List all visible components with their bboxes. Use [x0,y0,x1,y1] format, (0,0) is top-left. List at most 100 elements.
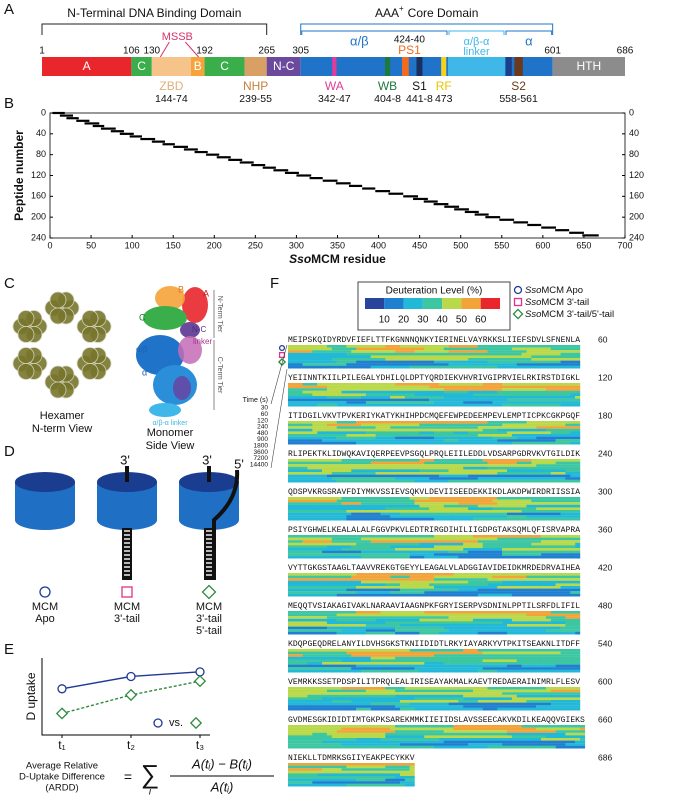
heat-cell [560,651,581,655]
heat-cell [399,700,444,703]
heat-cell [541,502,581,505]
heat-cell [507,732,566,736]
heat-cell [361,662,425,665]
heat-cell [487,421,527,424]
heat-cell [288,631,337,635]
heat-cell [560,360,581,364]
heat-cell [468,390,498,394]
heat-cell [536,510,581,513]
peptide [362,187,376,190]
formula-index: i [149,787,152,798]
heat-cell [351,469,420,473]
heat-cell [307,626,328,630]
heat-cell [395,705,435,708]
heat-cell [399,512,449,516]
peptide [499,218,515,221]
heat-cell [390,545,435,549]
heat-cell [409,768,415,771]
heat-cell [288,697,323,701]
heat-cell [307,705,347,708]
heat-cell [331,347,357,351]
heat-cell [288,466,308,470]
heat-cell [288,507,347,511]
peptide [92,124,105,128]
mssb-lines [159,41,199,58]
legend-box [357,281,511,331]
colorbar-cell [461,298,481,309]
heat-cell [482,459,508,462]
heat-cell [414,352,483,356]
heat-cell [448,469,508,473]
heat-cell [307,662,323,665]
heat-cell [575,656,581,660]
state-legend-marker [513,285,523,295]
heat-cell [482,580,503,584]
heat-cell [560,352,581,356]
y-tick-label: 120 [31,170,46,180]
heat-cell [326,474,362,478]
heat-cell [361,358,386,361]
colorbar-cell [422,298,443,309]
heat-cell [336,421,357,424]
x-tick-label: 200 [207,240,222,250]
series-marker [195,667,205,677]
state-prefix: Sso [525,309,541,320]
heat-cell [351,461,371,465]
sequence: PSIYGHWELKEALALALFGGVPKVLEDTRIRGDIHILIIG… [288,526,580,535]
heat-cell [399,781,415,784]
heat-cell [443,396,508,399]
heat-cell [288,735,332,739]
colorbar-label: 20 [398,315,410,326]
heat-cell [511,517,566,521]
heat-cell [302,540,332,543]
boundary-label: 1 [39,46,45,57]
heat-cell [288,593,337,597]
heat-cell [370,656,396,660]
series-marker [124,688,138,702]
heat-cell [346,363,410,366]
heat-cell [570,591,581,594]
heat-cell [507,624,566,627]
heat-cell [468,474,503,478]
heat-cell [288,783,347,787]
colorbar-cell [365,298,385,309]
dsdna [204,528,214,580]
heat-cell [434,472,498,475]
hexamer-lobe [49,365,67,383]
heat-cell [322,669,362,673]
heat-cell [404,613,474,617]
x-tick-label: 600 [535,240,550,250]
model-marker [201,584,217,600]
heat-cell [390,426,430,429]
heat-cell [322,469,352,473]
heat-cell [395,664,444,668]
heat-cell [288,613,337,617]
heat-cell [448,629,469,632]
heat-cell [531,667,581,670]
heat-cell [307,434,328,437]
heat-cell [492,479,556,483]
heat-cell [526,613,581,617]
heat-cell [375,434,415,437]
peptide [474,213,489,216]
heat-cell [356,664,396,668]
heat-cell [404,687,425,690]
heat-cell [351,654,420,657]
heat-cell [307,694,328,698]
sequence: RLIPEKTKLIDWQKAVIQERPEEVPSGQLPRQLEIILEDD… [288,450,580,459]
caption: N-term View [32,423,92,435]
heat-cell [370,745,435,749]
heat-cell [575,740,586,744]
heat-cell [288,502,342,505]
time-label: 240 [257,424,268,431]
heat-cell [521,537,556,541]
sequence: MEQQTVSIAKAGIVAKLNARAAVIAAGNPKFGRYISERPV… [288,602,580,611]
heat-cell [497,439,556,442]
peptide [194,150,208,154]
heat-cell [351,512,381,516]
heat-cell [312,393,337,397]
peptide [569,231,584,234]
heat-cell [288,355,318,359]
heat-cell [424,347,444,351]
heat-cell [346,765,367,769]
